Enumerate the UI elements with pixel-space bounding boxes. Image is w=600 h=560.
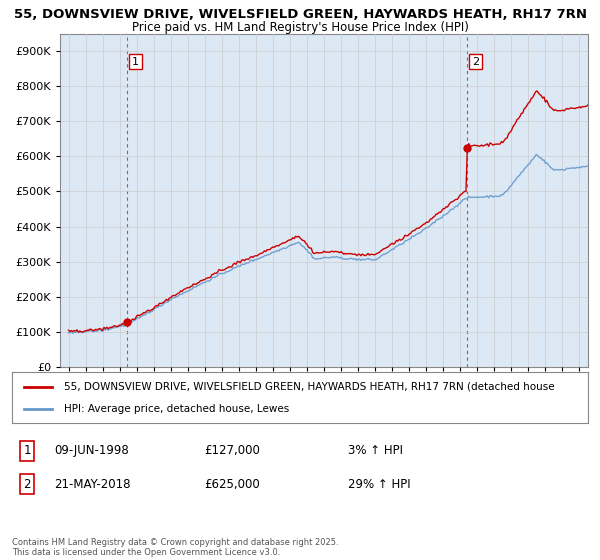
Text: £127,000: £127,000 [204, 444, 260, 458]
Text: 29% ↑ HPI: 29% ↑ HPI [348, 478, 410, 491]
Text: 2: 2 [23, 478, 31, 491]
Text: 55, DOWNSVIEW DRIVE, WIVELSFIELD GREEN, HAYWARDS HEATH, RH17 7RN: 55, DOWNSVIEW DRIVE, WIVELSFIELD GREEN, … [14, 8, 587, 21]
Text: Contains HM Land Registry data © Crown copyright and database right 2025.
This d: Contains HM Land Registry data © Crown c… [12, 538, 338, 557]
Text: 09-JUN-1998: 09-JUN-1998 [54, 444, 129, 458]
Text: Price paid vs. HM Land Registry's House Price Index (HPI): Price paid vs. HM Land Registry's House … [131, 21, 469, 34]
Text: 3% ↑ HPI: 3% ↑ HPI [348, 444, 403, 458]
Text: 2: 2 [472, 57, 479, 67]
Text: £625,000: £625,000 [204, 478, 260, 491]
Text: 1: 1 [132, 57, 139, 67]
Text: 55, DOWNSVIEW DRIVE, WIVELSFIELD GREEN, HAYWARDS HEATH, RH17 7RN (detached house: 55, DOWNSVIEW DRIVE, WIVELSFIELD GREEN, … [64, 381, 554, 391]
Text: HPI: Average price, detached house, Lewes: HPI: Average price, detached house, Lewe… [64, 404, 289, 414]
Text: 1: 1 [23, 444, 31, 458]
Text: 21-MAY-2018: 21-MAY-2018 [54, 478, 131, 491]
